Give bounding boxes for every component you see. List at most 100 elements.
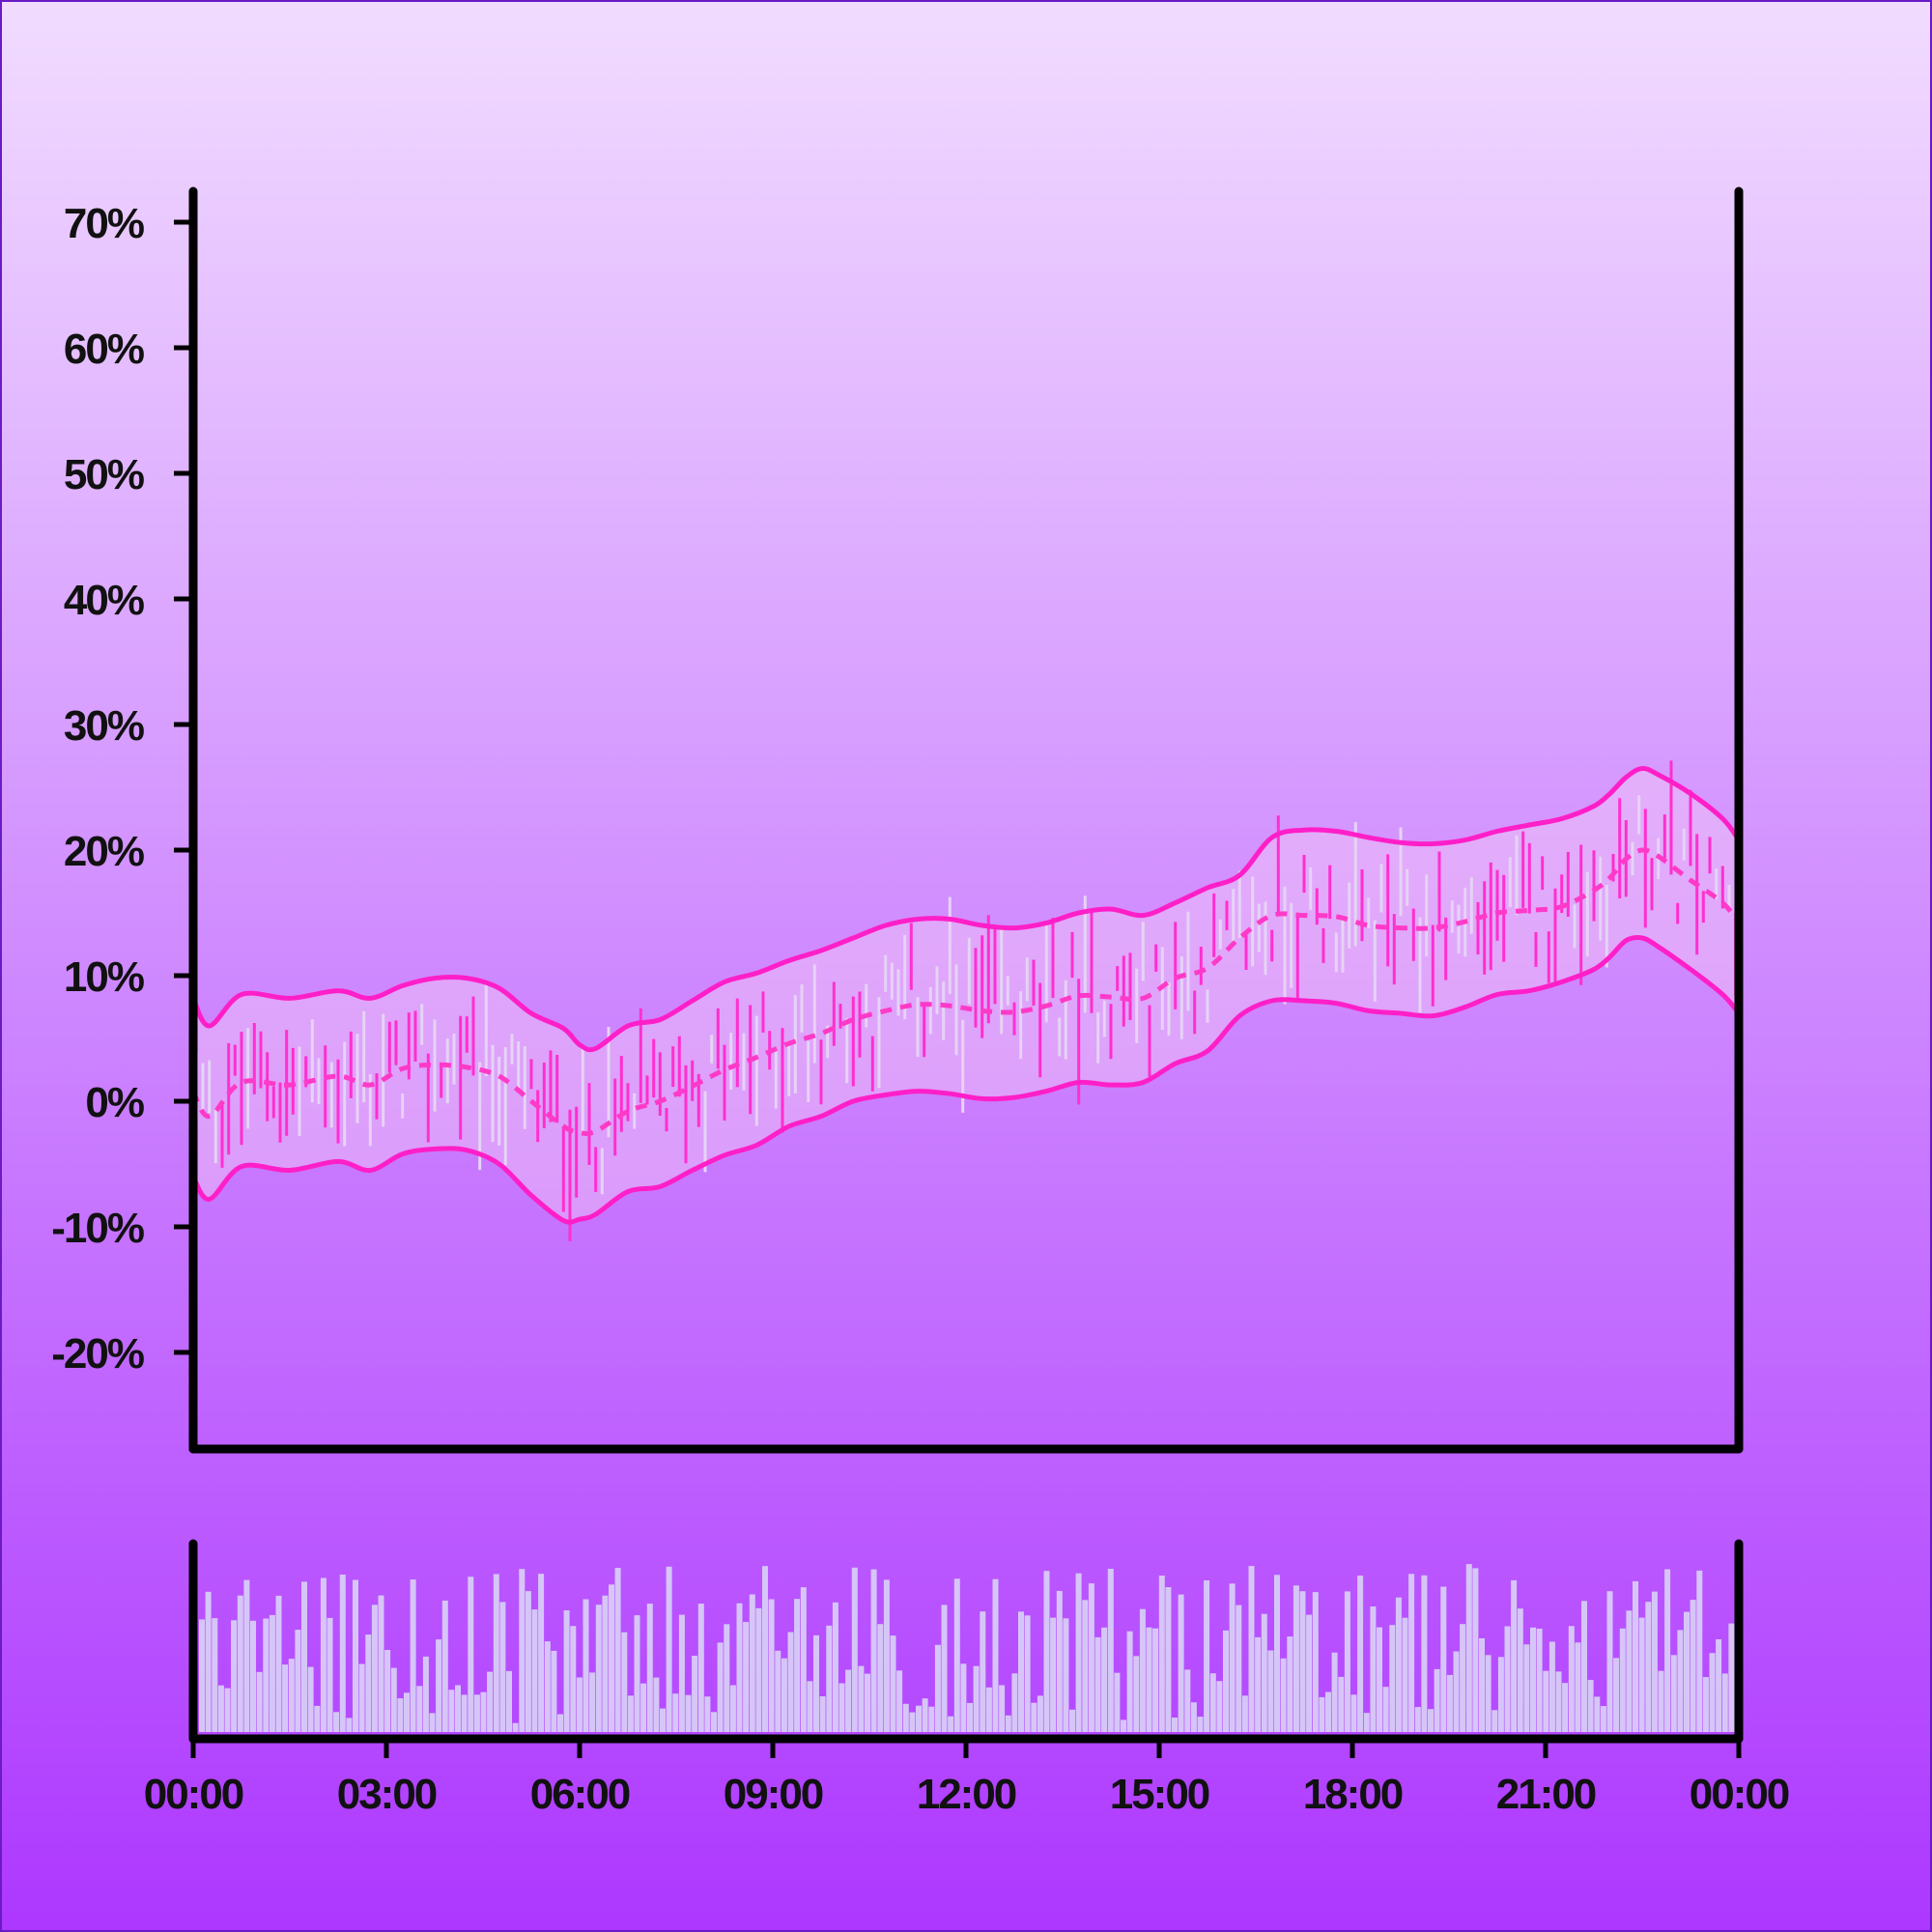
volume-bar	[1626, 1610, 1633, 1732]
volume-bar	[199, 1619, 205, 1732]
volume-bar	[941, 1605, 948, 1732]
volume-bar	[1684, 1611, 1690, 1732]
volume-bar	[1690, 1600, 1696, 1732]
volume-bar	[992, 1578, 999, 1732]
y-tick-label: 70%	[64, 200, 144, 247]
volume-bar	[538, 1574, 545, 1732]
volume-bar	[263, 1618, 270, 1732]
volume-bar	[1293, 1585, 1299, 1732]
volume-bar	[1011, 1673, 1018, 1732]
volume-bar	[1460, 1624, 1466, 1732]
volume-bar	[531, 1609, 538, 1732]
volume-bar	[1178, 1594, 1184, 1732]
volume-bar	[1658, 1670, 1664, 1732]
volume-bar	[455, 1685, 461, 1732]
volume-bar	[1453, 1651, 1460, 1732]
volume-bar	[1721, 1673, 1728, 1732]
volume-bar	[672, 1693, 679, 1732]
volume-bar	[1158, 1576, 1165, 1732]
volume-bar	[768, 1599, 775, 1732]
volume-bar	[717, 1642, 724, 1732]
volume-bar	[666, 1566, 672, 1732]
volume-bar	[1363, 1713, 1370, 1732]
volume-bar	[397, 1698, 404, 1732]
volume-bar	[212, 1618, 218, 1732]
volume-bar	[1063, 1618, 1069, 1732]
volume-bar	[250, 1620, 256, 1732]
volume-bar	[794, 1599, 801, 1732]
volume-bars	[199, 1564, 1735, 1732]
volume-bar	[1638, 1617, 1645, 1732]
volume-bar	[729, 1685, 736, 1732]
volume-bar	[231, 1620, 238, 1732]
volume-bar	[646, 1604, 653, 1732]
volume-bar	[1312, 1592, 1319, 1732]
volume-bar	[685, 1694, 692, 1732]
lower-band-line	[193, 934, 1739, 1225]
volume-bar	[851, 1567, 858, 1732]
volume-bar	[384, 1650, 391, 1732]
volume-bar	[557, 1714, 563, 1732]
volume-bar	[346, 1718, 353, 1732]
volume-bar	[960, 1663, 967, 1732]
volume-bar	[1126, 1631, 1133, 1732]
x-tick-label: 21:00	[1496, 1771, 1596, 1818]
y-axis-ticks: 70% 60% 50% 40% 30% 20% 10% 0% -10% -20%	[51, 200, 193, 1378]
volume-bar	[1107, 1569, 1114, 1732]
volume-bar	[1050, 1617, 1057, 1732]
volume-bar	[985, 1687, 992, 1732]
upper-band-line	[193, 765, 1739, 1053]
volume-bar	[858, 1665, 865, 1732]
volume-bar	[1377, 1627, 1382, 1732]
volume-bar	[1421, 1575, 1428, 1732]
volume-bar	[1402, 1617, 1408, 1732]
volume-bar	[999, 1685, 1006, 1732]
volume-bar	[512, 1722, 519, 1732]
volume-bar	[896, 1670, 903, 1732]
volume-bar	[634, 1615, 640, 1732]
volume-bar	[1241, 1695, 1248, 1732]
volume-bar	[1216, 1681, 1223, 1732]
volume-bar	[1018, 1611, 1024, 1732]
volume-bar	[1172, 1718, 1178, 1732]
volume-bar	[1280, 1658, 1287, 1732]
volume-bar	[870, 1569, 877, 1732]
volume-bar	[1152, 1628, 1159, 1732]
volume-bar	[1619, 1628, 1626, 1732]
volume-bar	[755, 1607, 762, 1732]
volume-bar	[1350, 1694, 1357, 1732]
volume-bar	[1670, 1655, 1677, 1732]
y-tick-label: 20%	[64, 828, 144, 875]
volume-bar	[1223, 1630, 1229, 1732]
band-fill	[193, 768, 1739, 1223]
volume-bar	[1613, 1658, 1620, 1732]
volume-bar	[314, 1705, 321, 1732]
volume-bar	[902, 1703, 909, 1732]
volume-bar	[1479, 1638, 1485, 1732]
volume-bar	[1575, 1642, 1581, 1732]
volume-bar	[282, 1664, 289, 1732]
x-axis-ticks: 00:00 03:00 06:00 09:00 12:00 15:00 18:00 21:00…	[144, 1739, 1791, 1818]
volume-bar	[544, 1641, 551, 1732]
volume-bar	[1075, 1573, 1082, 1732]
volume-bar	[1543, 1670, 1549, 1732]
volume-bar	[1255, 1636, 1262, 1732]
volume-bar	[448, 1690, 455, 1732]
volume-bar	[1274, 1575, 1280, 1732]
volume-bar	[307, 1666, 314, 1732]
volume-bar	[416, 1686, 423, 1732]
volume-bar	[1645, 1602, 1652, 1732]
volume-bar	[762, 1566, 768, 1732]
volume-bar	[724, 1624, 730, 1732]
volume-bar	[288, 1659, 295, 1732]
band-lines	[193, 765, 1739, 1225]
volume-bar	[1146, 1627, 1152, 1732]
volume-bar	[1600, 1706, 1606, 1732]
volume-bar	[1082, 1600, 1089, 1732]
volume-bar	[595, 1605, 602, 1732]
volume-bar	[333, 1712, 340, 1732]
volume-bar	[353, 1579, 358, 1732]
volume-bar	[563, 1610, 570, 1732]
volume-bar	[1248, 1566, 1255, 1732]
